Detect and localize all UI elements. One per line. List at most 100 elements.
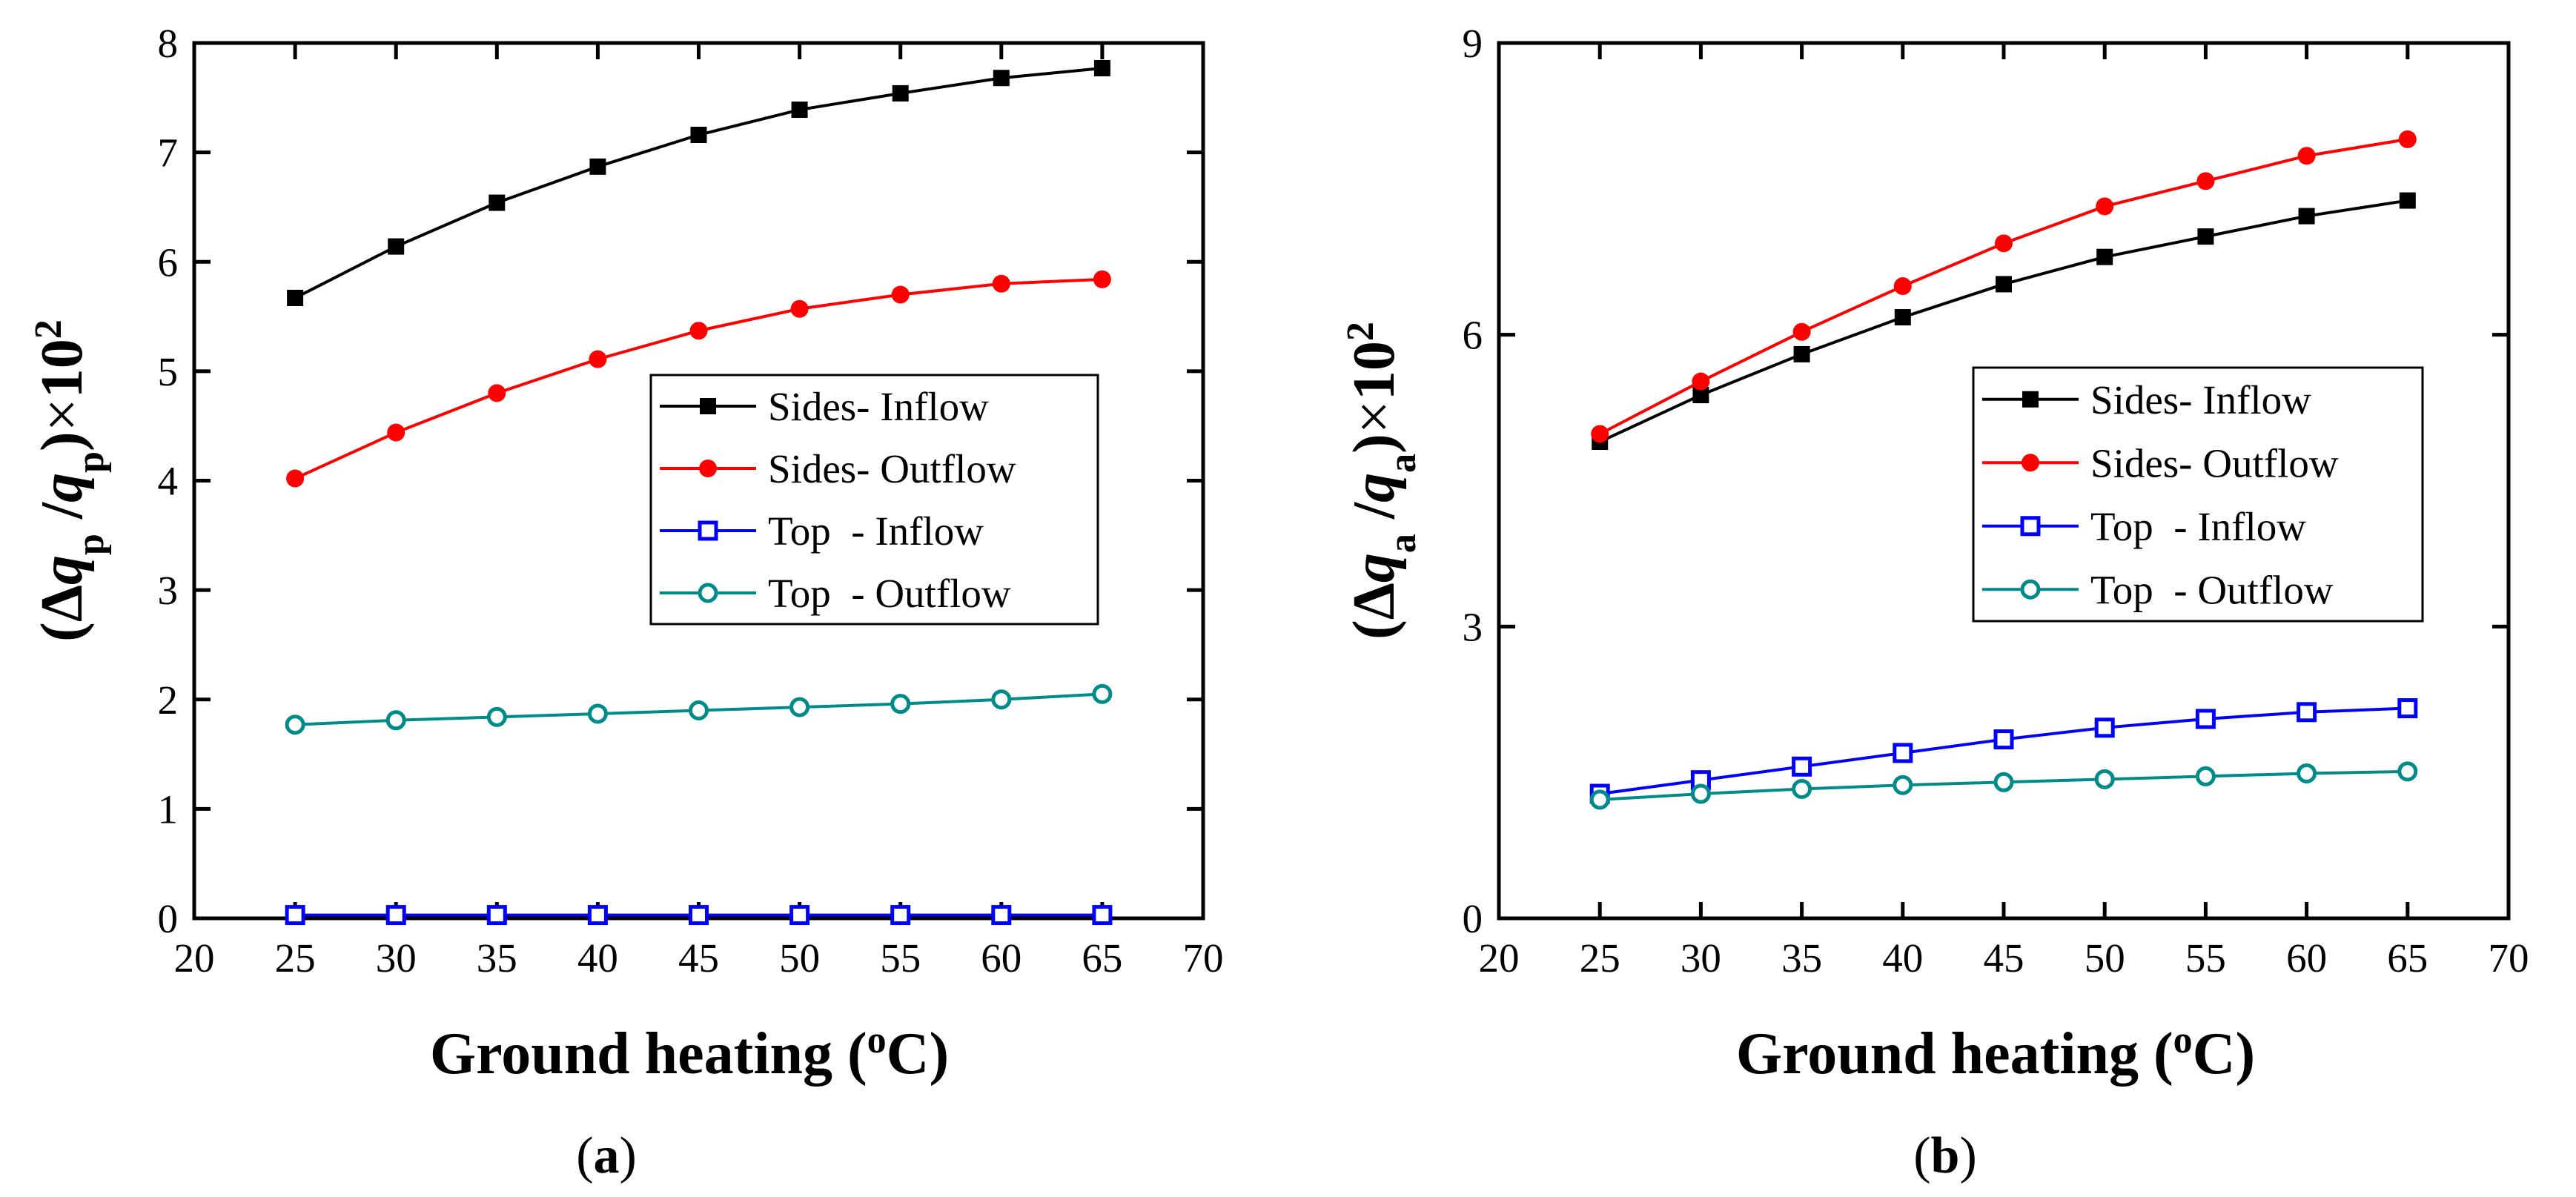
data-point-circle-open: [1589, 789, 1610, 810]
x-tick-label: 50: [779, 935, 820, 981]
data-point-circle: [2398, 130, 2417, 148]
x-tick-label: 35: [1781, 935, 1822, 981]
y-title-var2: q: [30, 473, 95, 503]
data-point-circle-open: [689, 700, 709, 721]
data-point-circle: [1792, 322, 1811, 341]
y-title-prefix: (Δ: [30, 585, 95, 642]
panel-label-close: ): [1959, 1127, 1976, 1184]
y-title-sep: /: [1342, 501, 1407, 534]
data-point-circle-open: [890, 694, 911, 714]
series-2: [1591, 130, 2417, 443]
y-tick-label: 5: [158, 349, 179, 394]
data-point-circle-open: [2397, 761, 2418, 782]
panel-label-close: ): [620, 1127, 637, 1184]
legend-marker-circle: [2022, 454, 2039, 472]
panel-label: (b): [1913, 1127, 1977, 1184]
data-point-square: [388, 238, 405, 255]
legend-marker-square: [700, 398, 716, 414]
y-axis-title: (Δqa /qa)×102: [1340, 322, 1424, 640]
data-point-circle-open: [385, 710, 406, 731]
data-point-square: [1692, 387, 1709, 404]
data-point-square-open: [2397, 698, 2418, 719]
x-tick-label: 20: [174, 935, 215, 981]
x-tick-label: 25: [1580, 935, 1620, 981]
data-point-square: [2298, 208, 2315, 225]
panel-label-letter: b: [1931, 1127, 1960, 1184]
legend-label: Top - Inflow: [2090, 504, 2306, 549]
data-point-circle: [589, 350, 607, 368]
data-point-square: [1793, 345, 1810, 362]
x-tick-label: 20: [1479, 935, 1520, 981]
data-point-square: [2197, 228, 2214, 245]
legend: Sides- Inflow Sides- Outflow Top - Inflow T…: [1972, 366, 2424, 623]
series-3: [285, 905, 1113, 926]
x-tick-label: 60: [981, 935, 1022, 981]
y-tick-label: 3: [1463, 604, 1483, 649]
x-tick-label: 50: [2085, 935, 2125, 981]
data-point-square: [1093, 59, 1110, 76]
legend-marker-square-open: [698, 520, 718, 541]
data-point-circle: [2297, 147, 2316, 165]
data-point-circle-open: [2094, 769, 2115, 789]
data-point-square: [2096, 248, 2113, 265]
data-point-square-open: [789, 905, 810, 926]
data-point-square-open: [285, 905, 305, 926]
legend-marker-square-open: [2020, 516, 2041, 537]
x-axis-title: Ground heating (oC): [430, 1019, 949, 1087]
panel-label: (a): [576, 1127, 637, 1184]
data-point-circle: [992, 274, 1010, 293]
data-point-circle: [689, 322, 708, 340]
data-point-circle: [2196, 172, 2215, 190]
y-tick-label: 6: [1463, 313, 1483, 358]
legend-label: Sides- Inflow: [2090, 377, 2311, 422]
x-tick-label: 55: [2185, 935, 2226, 981]
data-point-square: [892, 84, 909, 102]
data-point-circle: [891, 285, 910, 304]
panel-label-open: (: [1913, 1127, 1930, 1184]
x-axis-title-unit: C): [887, 1021, 949, 1087]
data-point-square: [690, 127, 707, 144]
y-tick-label: 0: [1463, 896, 1483, 941]
data-point-circle-open: [486, 706, 507, 727]
data-point-circle-open: [991, 689, 1012, 710]
x-axis-title-degree: o: [2173, 1019, 2193, 1061]
x-axis-title-unit: C): [2193, 1021, 2255, 1087]
y-tick-label: 4: [158, 459, 179, 504]
data-point-square-open: [587, 905, 608, 926]
series-4: [1589, 761, 2418, 810]
series-line: [294, 66, 1103, 299]
series-2: [286, 270, 1111, 488]
data-point-square-open: [486, 905, 507, 926]
y-title-sub2: p: [70, 451, 112, 473]
y-title-var2: q: [1342, 473, 1407, 503]
x-tick-label: 70: [1183, 935, 1224, 981]
series-4: [285, 683, 1113, 735]
y-tick-label: 3: [158, 568, 179, 613]
panel-label-open: (: [576, 1127, 593, 1184]
x-tick-label: 45: [678, 935, 719, 981]
x-tick-label: 60: [2286, 935, 2327, 981]
y-title-times: ×: [30, 398, 95, 431]
panel-label-letter: a: [594, 1127, 620, 1184]
y-title-sub: p: [70, 534, 112, 555]
data-point-square-open: [1792, 756, 1812, 777]
y-tick-label: 6: [158, 239, 179, 285]
data-point-circle: [2096, 197, 2114, 216]
y-title-sub2: a: [1382, 454, 1424, 473]
data-point-square-open: [1893, 743, 1913, 763]
data-point-circle: [790, 299, 809, 318]
data-point-circle-open: [1792, 778, 1812, 799]
data-point-circle: [1893, 277, 1912, 296]
legend: Sides- Inflow Sides- Outflow Top - Inflow T…: [649, 374, 1099, 626]
data-point-square-open: [2195, 709, 2216, 729]
x-tick-label: 40: [577, 935, 618, 981]
x-axis-title-text: Ground heating (: [1736, 1021, 2173, 1087]
x-tick-label: 55: [880, 935, 921, 981]
x-tick-label: 65: [2387, 935, 2428, 981]
data-point-square-open: [890, 905, 911, 926]
data-point-circle: [1692, 372, 1710, 391]
data-point-circle: [1591, 425, 1609, 443]
data-point-square-open: [2094, 717, 2115, 738]
y-title-var: q: [30, 555, 95, 585]
